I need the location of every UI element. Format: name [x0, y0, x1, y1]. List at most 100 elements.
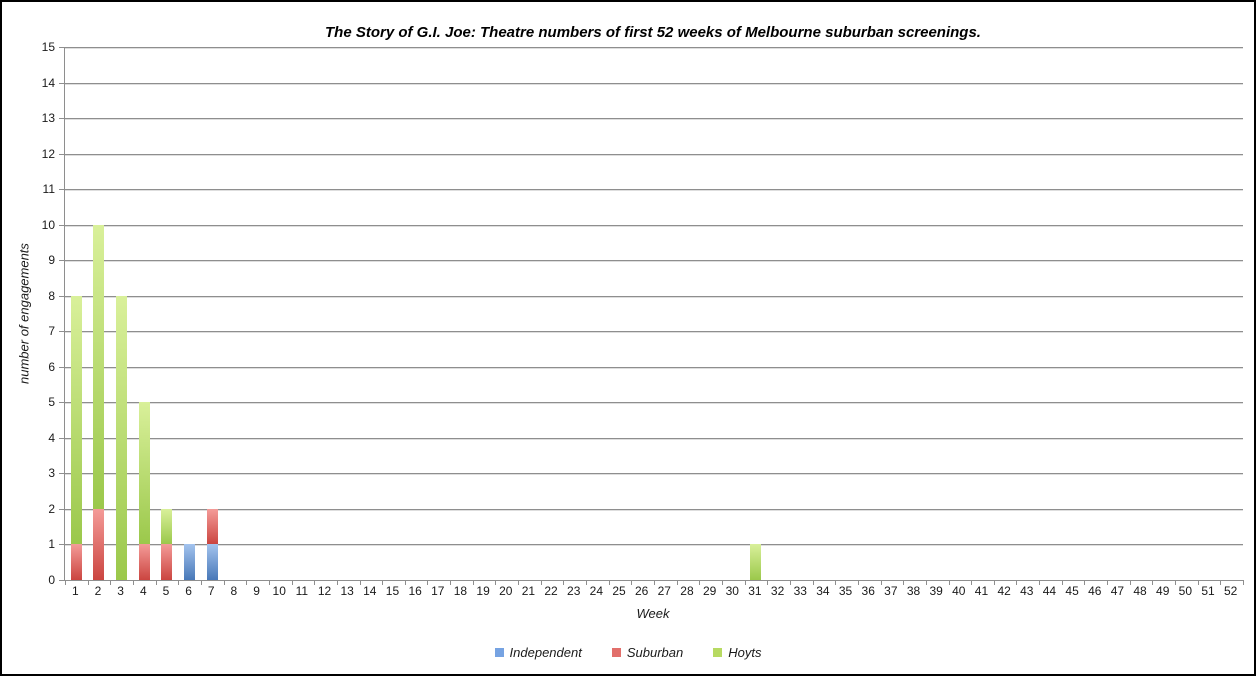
legend-swatch-hoyts	[713, 648, 723, 657]
legend-swatch-suburban	[611, 648, 621, 657]
x-tick-label: 40	[952, 584, 966, 598]
gridline	[65, 224, 1243, 226]
x-axis-tick	[608, 580, 610, 585]
x-axis-tick	[178, 580, 180, 585]
x-axis-tick	[246, 580, 248, 585]
x-axis-tick	[1084, 580, 1086, 585]
x-tick-label: 28	[680, 584, 694, 598]
x-tick-label: 39	[929, 584, 943, 598]
x-axis-tick	[132, 580, 134, 585]
x-axis-tick	[699, 580, 701, 585]
x-tick-label: 51	[1201, 584, 1215, 598]
x-tick-label: 23	[567, 584, 581, 598]
x-tick-label: 46	[1088, 584, 1102, 598]
y-tick-label: 15	[41, 40, 55, 54]
x-tick-label: 11	[295, 584, 309, 598]
x-axis-tick	[676, 580, 678, 585]
x-axis-tick	[1016, 580, 1018, 585]
y-axis-tick	[59, 224, 65, 226]
x-axis-tick	[586, 580, 588, 585]
x-tick-label: 1	[71, 584, 79, 598]
x-tick-label: 43	[1020, 584, 1034, 598]
bar-segment-hoyts-week-3	[116, 295, 128, 580]
x-tick-label: 26	[634, 584, 649, 598]
y-axis-tick	[59, 189, 65, 191]
gridline	[65, 331, 1243, 333]
x-axis-tick	[789, 580, 791, 585]
x-tick-label: 30	[725, 584, 739, 598]
y-axis-tick	[59, 82, 65, 84]
x-tick-label: 4	[139, 584, 147, 598]
x-tick-label: 19	[476, 584, 490, 598]
y-tick-label: 11	[42, 182, 55, 197]
x-axis-tick	[518, 580, 520, 585]
y-axis-tick-labels: 0 1 2 3 4 5 6 7 8 9 10 11 12 13 14 15	[2, 40, 55, 587]
x-axis-tick	[971, 580, 973, 585]
x-axis-tick	[1129, 580, 1131, 585]
x-axis-tick	[359, 580, 361, 585]
x-axis-tick	[155, 580, 157, 585]
x-tick-label: 31	[748, 584, 762, 598]
x-tick-label: 52	[1223, 584, 1238, 598]
x-tick-label: 9	[253, 584, 260, 598]
x-axis-tick	[450, 580, 452, 585]
x-axis-tick	[1039, 580, 1041, 585]
y-axis-tick	[59, 437, 65, 439]
x-tick-label: 47	[1110, 584, 1125, 598]
x-tick-label: 33	[793, 584, 807, 598]
x-tick-label: 2	[94, 584, 102, 598]
x-tick-label: 29	[702, 584, 717, 598]
x-axis-tick	[721, 580, 723, 585]
x-axis-tick	[314, 580, 316, 585]
bar-segment-hoyts-week-4	[138, 402, 150, 545]
x-axis-tick	[382, 580, 384, 585]
x-tick-label: 5	[162, 584, 170, 598]
x-axis-tick	[472, 580, 474, 585]
x-tick-label: 10	[272, 584, 286, 598]
x-tick-label: 15	[385, 584, 400, 598]
x-axis-tick	[948, 580, 950, 585]
x-tick-label: 7	[207, 584, 215, 598]
x-axis-tick	[1243, 580, 1244, 585]
x-tick-label: 36	[861, 584, 875, 598]
x-axis-tick	[563, 580, 565, 585]
x-tick-label: 20	[499, 584, 513, 598]
x-tick-label: 14	[363, 584, 377, 598]
x-axis-tick	[1152, 580, 1154, 585]
gridline	[65, 295, 1243, 297]
x-axis-tick	[110, 580, 112, 585]
gridline	[65, 544, 1243, 546]
legend-label: Suburban	[626, 645, 684, 660]
x-axis-tick	[200, 580, 202, 585]
bar-segment-independent-week-7	[206, 544, 218, 580]
x-axis-tick	[65, 580, 66, 585]
x-tick-label: 50	[1178, 584, 1193, 598]
x-tick-label: 16	[408, 584, 422, 598]
plot-area	[59, 47, 1244, 585]
x-tick-label: 45	[1065, 584, 1079, 598]
x-tick-label: 22	[544, 584, 558, 598]
y-tick-label: 1	[48, 537, 55, 552]
x-axis-tick	[540, 580, 542, 585]
x-axis-tick	[404, 580, 406, 585]
y-tick-label: 4	[48, 430, 55, 445]
gridline	[65, 153, 1243, 155]
bar-segment-hoyts-week-2	[93, 224, 105, 509]
gridline	[65, 437, 1243, 439]
x-tick-label: 42	[997, 584, 1011, 598]
bar-segment-suburban-week-7	[206, 508, 218, 545]
gridline	[65, 473, 1243, 475]
gridline	[65, 118, 1243, 120]
y-tick-label: 6	[48, 359, 55, 374]
gridline	[65, 508, 1243, 510]
bar-segment-suburban-week-1	[70, 544, 82, 580]
x-axis-tick	[223, 580, 225, 585]
x-tick-label: 32	[770, 584, 785, 598]
x-tick-label: 18	[453, 584, 468, 598]
x-axis-tick	[495, 580, 497, 585]
x-axis-tick	[1197, 580, 1199, 585]
y-axis-tick	[59, 366, 65, 368]
y-axis-tick	[59, 508, 65, 510]
x-axis-tick	[1107, 580, 1109, 585]
